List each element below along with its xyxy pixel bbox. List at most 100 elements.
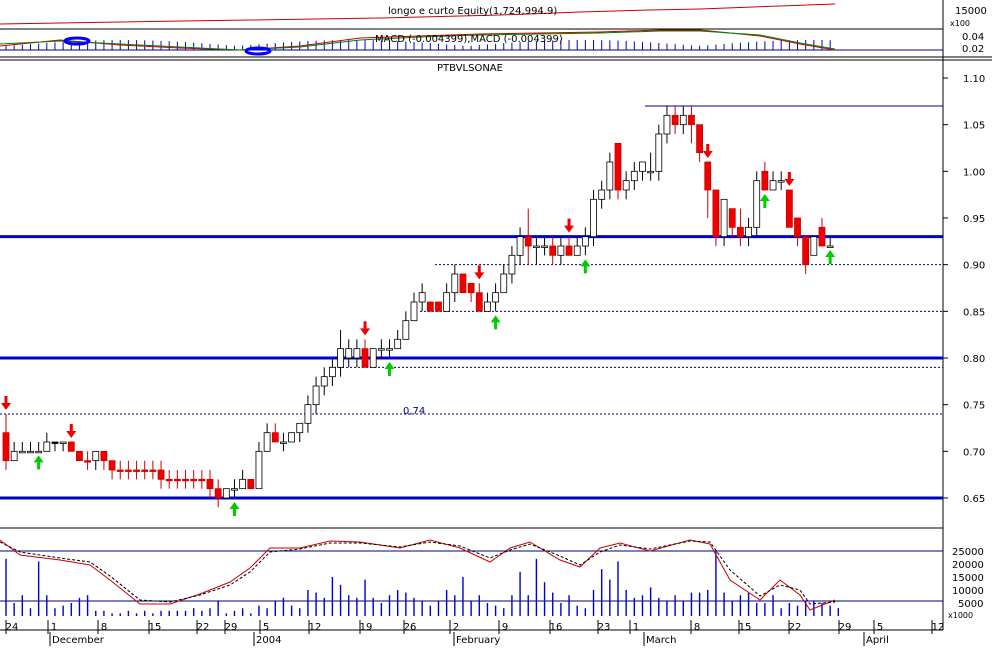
candle-body [475,292,483,312]
x-tick-label: 5 [263,622,269,633]
candle [426,301,434,312]
x-tick-label: 5 [877,622,883,633]
candle-body [459,273,467,294]
candle-body [239,478,247,490]
candle-body [794,217,801,238]
candle-body [443,292,451,312]
candle-body [663,114,671,135]
candle [622,171,630,200]
candle [524,208,532,265]
y-tick-label: 0.85 [963,307,985,318]
sell-arrow-icon [702,144,713,158]
sell-arrow-icon [1,396,11,410]
candle [92,450,100,470]
candle [206,470,214,498]
x-tick-label: 15 [739,622,752,633]
candle [459,273,467,294]
candle [696,124,703,162]
candle [353,339,361,368]
price-y-axis: 0.65 0.70 0.75 0.80 0.85 0.90 0.95 1.00 1.05 1.10 [943,74,985,505]
volume-bars [5,551,840,616]
candle [630,162,638,190]
candle-body [557,245,565,256]
x-tick-label: 2 [453,622,459,633]
candle [541,236,548,256]
macd-tick-2: 0.02 [962,44,984,55]
candle [173,470,181,489]
equity-label: longo e curto Equity(1,724,994.9) [388,6,557,17]
buy-arrow-icon [229,502,240,516]
candle-body [573,245,581,256]
candle [712,189,720,246]
equity-tick-1: 15000 [955,6,987,17]
candle-body [377,348,385,351]
candle [443,283,451,312]
candle-body [288,432,296,443]
date-axis: 24 1 8 15 22 29 5 12 19 26 2 9 16 23 1 8 15 22 29 5 12Decemb… [5,620,945,646]
candle [125,460,132,480]
candle-body [2,432,10,462]
x-tick-label: 1 [51,622,57,633]
x-tick-label: 12 [932,622,945,633]
candle [573,236,581,256]
candle [304,395,312,433]
x-tick-label: 15 [149,622,162,633]
macd-crossover-marker-1 [63,36,91,46]
buy-arrow-icon [580,259,591,274]
candle-body [549,245,557,256]
candle [43,432,51,452]
candle [222,488,230,499]
candle-body [614,142,622,191]
candle [418,283,426,312]
candle [10,442,18,462]
y-tick-label: 0.80 [963,354,985,365]
candle [337,330,344,377]
candle [133,460,140,480]
volume-tick-3: 15000 [952,573,984,584]
buy-arrow-icon [384,362,395,376]
candle-body [785,189,793,228]
buy-arrow-icon [759,194,770,208]
candle-body [410,301,418,322]
buy-arrow-icon [490,315,501,330]
candle [296,422,304,442]
candle [312,376,320,414]
candle [728,208,736,237]
candle-body [402,320,410,340]
candle [67,441,75,452]
support-lines [0,235,943,500]
equity-curve [0,3,836,25]
candle-body [280,441,287,444]
candle [794,217,801,246]
candle-body [688,114,695,126]
candle [777,171,785,190]
candle-body [500,273,508,294]
candle [475,283,483,312]
candle-body [92,450,100,462]
x-tick-label: 26 [404,622,417,633]
candle-body [157,469,165,480]
price-panel: PTBVLSONAE 0.65 0.70 0.75 0.80 0.85 0.90 0.95 1… [0,63,985,516]
volume-tick-5: 5000 [958,599,983,610]
candle-body [394,338,402,350]
month-label: March [646,635,676,646]
candle [263,423,271,452]
y-tick-label: 0.90 [963,261,985,272]
x-tick-label: 29 [225,622,238,633]
candle [492,283,500,312]
candle [557,236,565,265]
candle [328,358,336,386]
candle [271,423,279,443]
candle [182,470,189,489]
candle-body [353,348,361,359]
candle-body [777,180,785,183]
candle-body [255,450,263,490]
candles [2,106,834,508]
x-tick-label: 8 [101,622,107,633]
candle-body [190,478,198,482]
macd-panel: MACD (-0.004399),MACD (-0.004399) 0.04 0… [0,29,984,56]
candle [785,189,793,228]
candle-body [345,348,353,359]
